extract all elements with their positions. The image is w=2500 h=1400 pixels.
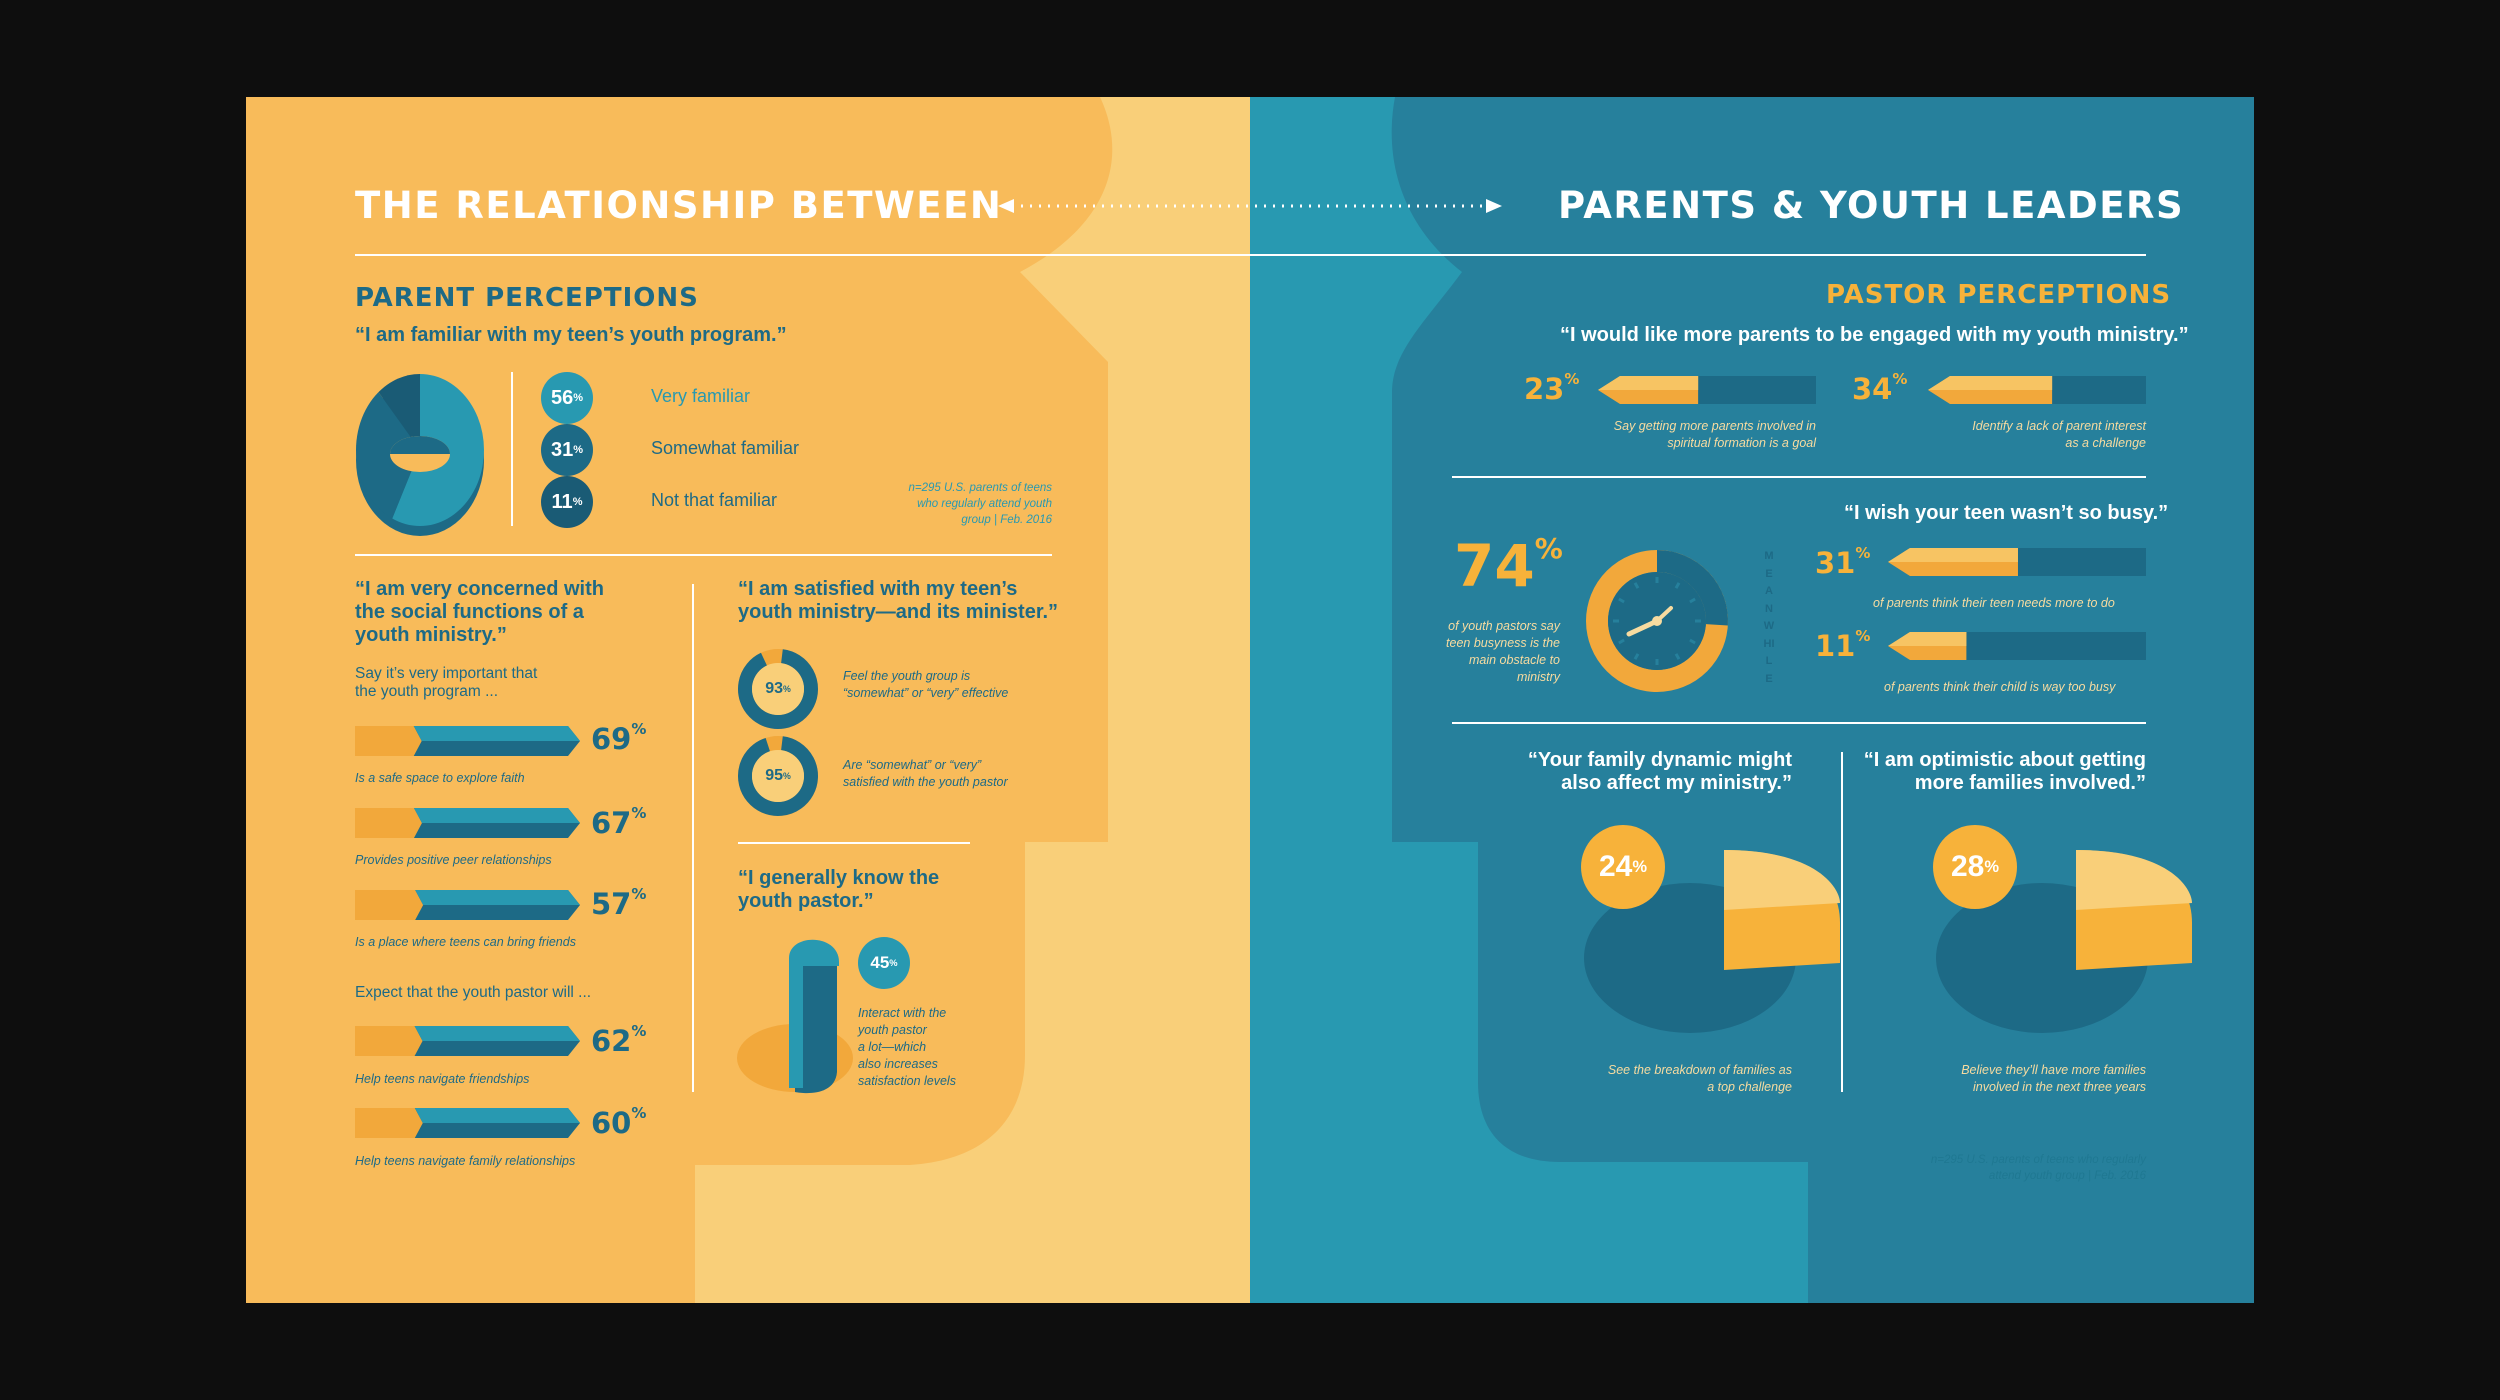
busy-bar-more-fill-top (1888, 548, 2018, 562)
somewhat-familiar-label: Somewhat familiar (651, 438, 800, 458)
clock-tick (1689, 597, 1696, 604)
clock-tick (1674, 582, 1681, 589)
engaged-quote: “I would like more parents to be engaged… (1560, 324, 2189, 346)
parent-source-note: n=295 U.S. parents of teens who regularl… (908, 482, 1052, 526)
optimistic-caption: Believe they’ll have more families invol… (1961, 1063, 2146, 1094)
optimistic-pie-slice-top (2076, 850, 2192, 910)
parent-perceptions-title: PARENT PERCEPTIONS (355, 283, 699, 313)
bar-value-safe-space: 69% (591, 720, 647, 756)
bar-value-friendships: 62% (591, 1022, 647, 1058)
satisfied-pastor-value: 95% (756, 754, 800, 798)
dynamic-pie-slice-top (1724, 850, 1840, 910)
bar-value-peer: 67% (591, 804, 647, 840)
satisfaction-ring-value (738, 736, 818, 816)
know-pie-side (789, 958, 803, 1088)
familiar-donut-hole-shadow (390, 436, 450, 454)
concern-bar-base (355, 726, 422, 756)
concerned-subhead-pastor: Expect that the youth pastor will ... (355, 984, 592, 1001)
busyness-big-value: 74% (1454, 532, 1563, 600)
concern-bar-highlight (413, 726, 580, 741)
clock-tick (1674, 653, 1681, 660)
busy-caption-too-busy: of parents think their child is way too … (1884, 680, 2116, 694)
optimistic-quote: “I am optimistic about getting more fami… (1863, 749, 2146, 794)
busy-quote: “I wish your teen wasn’t so busy.” (1844, 502, 2169, 524)
concern-bar-highlight (415, 890, 580, 905)
clock-tick (1689, 638, 1696, 645)
concerned-subhead-program: Say it’s very important that the youth p… (355, 665, 538, 700)
engaged-bar-challenge-fill-top (1928, 376, 2053, 390)
concern-bar-highlight (414, 1108, 580, 1123)
clock-center (1652, 616, 1662, 626)
very-familiar-label: Very familiar (651, 386, 751, 406)
clock-hand-hour (1626, 618, 1660, 637)
concern-bar-highlight (413, 808, 580, 823)
bar-caption-peer: Provides positive peer relationships (355, 853, 552, 867)
bar-caption-safe-space: Is a safe space to explore faith (355, 771, 525, 785)
engaged-bar-goal-fill-top (1598, 376, 1699, 390)
optimistic-badge: 28% (1933, 825, 2017, 909)
satisfied-quote: “I am satisfied with my teen’s youth min… (738, 578, 1059, 623)
busy-caption-more: of parents think their teen needs more t… (1873, 596, 2115, 610)
meanwhile-vertical-label: MEANWHILE (1763, 550, 1775, 685)
concern-bar-base (355, 1108, 423, 1138)
concern-bar-base (355, 890, 424, 920)
bar-caption-friendships: Help teens navigate friendships (355, 1072, 530, 1086)
pastor-perceptions-title: PASTOR PERCEPTIONS (1826, 280, 2172, 310)
know-pastor-badge: 45% (858, 937, 910, 989)
clock-tick (1633, 653, 1640, 660)
bar-value-friends: 57% (591, 885, 647, 921)
concern-bar-base (355, 808, 422, 838)
clock-tick (1618, 638, 1625, 645)
satisfaction-ring-value (738, 649, 818, 729)
engaged-value-goal: 23% (1524, 370, 1580, 406)
dynamic-caption: See the breakdown of families as a top c… (1607, 1063, 1792, 1094)
engaged-value-challenge: 34% (1852, 370, 1908, 406)
engaged-caption-goal: Say getting more parents involved in spi… (1613, 419, 1816, 450)
bar-value-family: 60% (591, 1104, 647, 1140)
clock-tick (1633, 582, 1640, 589)
concerned-quote: “I am very concerned with the social fun… (355, 578, 604, 646)
very-familiar-badge: 56% (541, 372, 593, 424)
dynamic-badge: 24% (1581, 825, 1665, 909)
header-left-title: THE RELATIONSHIP BETWEEN (355, 184, 1003, 227)
know-pastor-caption: Interact with the youth pastor a lot—whi… (858, 1006, 956, 1088)
familiar-donut-slice (378, 374, 420, 450)
bar-caption-family: Help teens navigate family relationships (355, 1154, 576, 1168)
clock-tick (1618, 597, 1625, 604)
busy-bar-too-busy-fill-top (1888, 632, 1967, 646)
concern-bar-highlight (414, 1026, 580, 1041)
busyness-ring-rest (1656, 550, 1728, 626)
busy-value-too-busy: 11% (1815, 627, 1871, 663)
satisfied-pastor-caption: Are “somewhat” or “very” satisfied with … (843, 758, 1008, 789)
know-pie-extruded-slice (795, 946, 837, 1094)
pastor-source-note: n=295 U.S. parents of teens who regularl… (1930, 1154, 2146, 1182)
familiar-quote: “I am familiar with my teen’s youth prog… (355, 324, 787, 346)
somewhat-familiar-badge: 31% (541, 424, 593, 476)
busy-value-more: 31% (1815, 544, 1871, 580)
bar-caption-friends: Is a place where teens can bring friends (355, 935, 576, 949)
pastor-head-silhouette (1391, 97, 2254, 1303)
dynamic-quote: “Your family dynamic might also affect m… (1527, 749, 1792, 794)
concern-bar-base (355, 1026, 423, 1056)
not-familiar-badge: 11% (541, 476, 593, 528)
know-quote: “I generally know the youth pastor.” (738, 867, 940, 912)
effective-value: 93% (756, 667, 800, 711)
engaged-caption-challenge: Identify a lack of parent interest as a … (1972, 419, 2146, 450)
busyness-caption: of youth pastors say teen busyness is th… (1446, 619, 1560, 684)
effective-caption: Feel the youth group is “somewhat” or “v… (843, 669, 1009, 700)
header-right-title: PARENTS & YOUTH LEADERS (1558, 184, 2185, 227)
not-familiar-label: Not that familiar (651, 490, 778, 510)
familiar-donut-slice (355, 392, 420, 519)
